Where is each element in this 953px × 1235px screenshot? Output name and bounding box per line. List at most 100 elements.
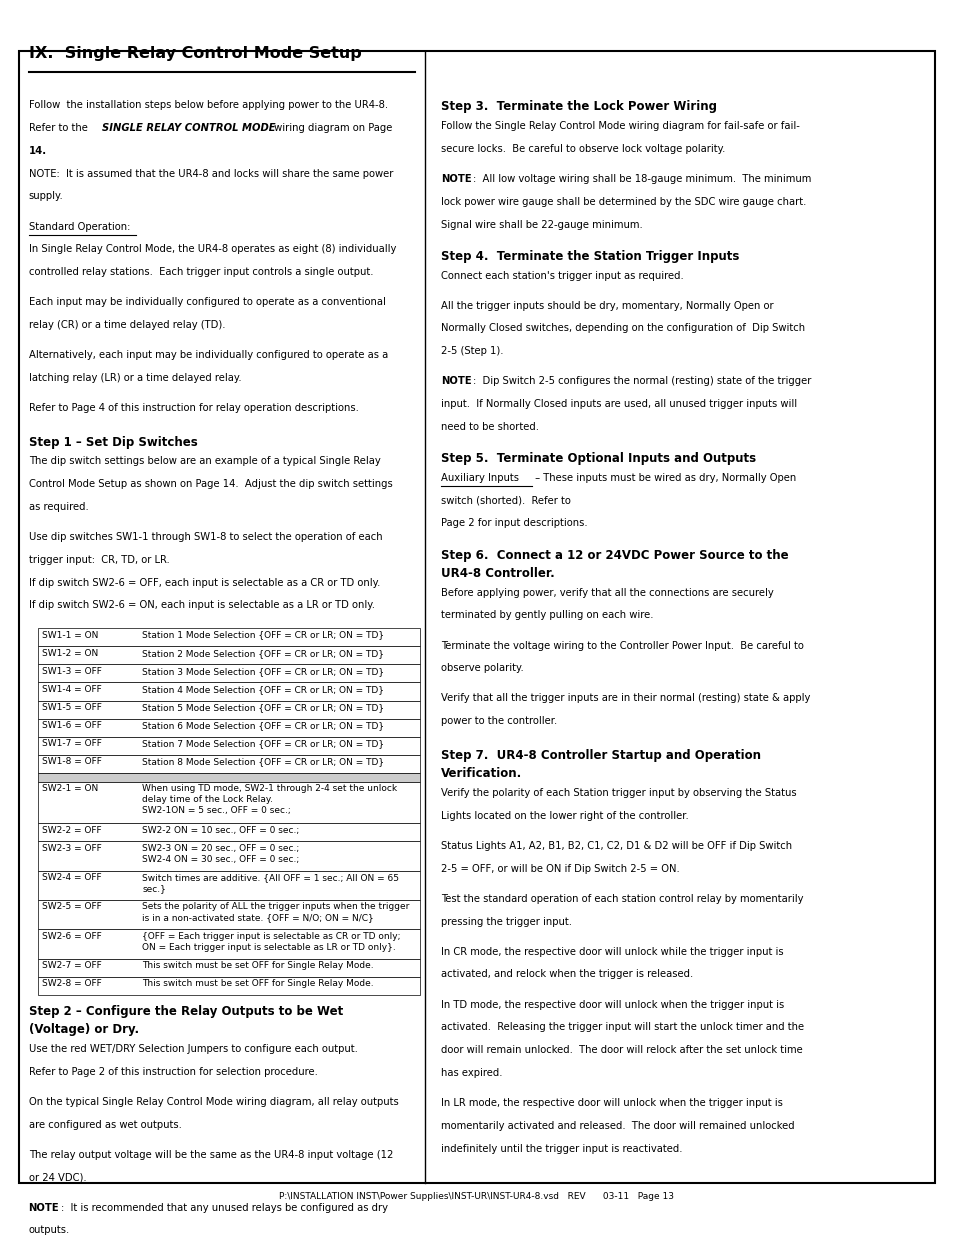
Text: has expired.: has expired.: [440, 1068, 501, 1078]
Text: Alternatively, each input may be individually configured to operate as a: Alternatively, each input may be individ…: [29, 351, 388, 361]
Text: Follow  the installation steps below before applying power to the UR4-8.: Follow the installation steps below befo…: [29, 100, 387, 110]
Text: Step 2 – Configure the Relay Outputs to be Wet: Step 2 – Configure the Relay Outputs to …: [29, 1005, 342, 1018]
Text: SW1-8 = OFF: SW1-8 = OFF: [42, 757, 102, 767]
Text: Station 6 Mode Selection {OFF = CR or LR; ON = TD}: Station 6 Mode Selection {OFF = CR or LR…: [142, 721, 384, 730]
Text: SW2-8 = OFF: SW2-8 = OFF: [42, 979, 102, 988]
Text: SW2-7 = OFF: SW2-7 = OFF: [42, 961, 102, 971]
Text: SINGLE RELAY CONTROL MODE: SINGLE RELAY CONTROL MODE: [102, 124, 275, 133]
Bar: [38, 700, 419, 719]
Text: door will remain unlocked.  The door will relock after the set unlock time: door will remain unlocked. The door will…: [440, 1045, 801, 1055]
Text: NOTE: NOTE: [440, 377, 471, 387]
Text: In TD mode, the respective door will unlock when the trigger input is: In TD mode, the respective door will unl…: [440, 999, 783, 1009]
Text: In CR mode, the respective door will unlock while the trigger input is: In CR mode, the respective door will unl…: [440, 947, 782, 957]
Text: momentarily activated and released.  The door will remained unlocked: momentarily activated and released. The …: [440, 1121, 794, 1131]
Text: Verify the polarity of each Station trigger input by observing the Status: Verify the polarity of each Station trig…: [440, 788, 796, 798]
Text: delay time of the Lock Relay.: delay time of the Lock Relay.: [142, 795, 273, 804]
Text: outputs.: outputs.: [29, 1225, 70, 1235]
Text: Before applying power, verify that all the connections are securely: Before applying power, verify that all t…: [440, 588, 773, 598]
Text: relay (CR) or a time delayed relay (TD).: relay (CR) or a time delayed relay (TD).: [29, 320, 225, 330]
Text: SW1-3 = OFF: SW1-3 = OFF: [42, 667, 102, 676]
Text: SW2-1 = ON: SW2-1 = ON: [42, 784, 98, 793]
Text: SW1-5 = OFF: SW1-5 = OFF: [42, 703, 102, 713]
Text: terminated by gently pulling on each wire.: terminated by gently pulling on each wir…: [440, 610, 653, 620]
Text: activated.  Releasing the trigger input will start the unlock timer and the: activated. Releasing the trigger input w…: [440, 1023, 803, 1032]
Text: Station 5 Mode Selection {OFF = CR or LR; ON = TD}: Station 5 Mode Selection {OFF = CR or LR…: [142, 703, 384, 713]
Text: SW2-3 = OFF: SW2-3 = OFF: [42, 844, 102, 852]
Text: NOTE: NOTE: [29, 1203, 59, 1213]
Text: Standard Operation:: Standard Operation:: [29, 221, 130, 232]
Text: is in a non-activated state. {OFF = N/O; ON = N/C}: is in a non-activated state. {OFF = N/O;…: [142, 913, 374, 923]
Bar: [38, 664, 419, 683]
Text: SW1-2 = ON: SW1-2 = ON: [42, 648, 98, 658]
Text: indefinitely until the trigger input is reactivated.: indefinitely until the trigger input is …: [440, 1144, 681, 1153]
Text: The relay output voltage will be the same as the UR4-8 input voltage (12: The relay output voltage will be the sam…: [29, 1150, 393, 1160]
Text: Signal wire shall be 22-gauge minimum.: Signal wire shall be 22-gauge minimum.: [440, 220, 641, 230]
Text: UR4-8 Controller.: UR4-8 Controller.: [440, 567, 554, 580]
Text: Step 6.  Connect a 12 or 24VDC Power Source to the: Step 6. Connect a 12 or 24VDC Power Sour…: [440, 548, 787, 562]
Text: :  All low voltage wiring shall be 18-gauge minimum.  The minimum: : All low voltage wiring shall be 18-gau…: [473, 174, 811, 184]
Text: controlled relay stations.  Each trigger input controls a single output.: controlled relay stations. Each trigger …: [29, 267, 373, 277]
Text: If dip switch SW2-6 = OFF, each input is selectable as a CR or TD only.: If dip switch SW2-6 = OFF, each input is…: [29, 578, 379, 588]
Text: activated, and relock when the trigger is released.: activated, and relock when the trigger i…: [440, 969, 692, 979]
Text: SW2-3 ON = 20 sec., OFF = 0 sec.;: SW2-3 ON = 20 sec., OFF = 0 sec.;: [142, 844, 299, 852]
Bar: [38, 782, 419, 824]
Text: lock power wire gauge shall be determined by the SDC wire gauge chart.: lock power wire gauge shall be determine…: [440, 196, 805, 206]
Bar: [38, 737, 419, 755]
Text: sec.}: sec.}: [142, 884, 166, 893]
Text: Step 1 – Set Dip Switches: Step 1 – Set Dip Switches: [29, 436, 197, 448]
Text: Refer to Page 2 of this instruction for selection procedure.: Refer to Page 2 of this instruction for …: [29, 1067, 317, 1077]
Text: pressing the trigger input.: pressing the trigger input.: [440, 916, 571, 926]
Text: supply.: supply.: [29, 191, 63, 201]
Bar: [38, 773, 419, 782]
Text: Follow the Single Relay Control Mode wiring diagram for fail-safe or fail-: Follow the Single Relay Control Mode wir…: [440, 121, 799, 131]
Text: Switch times are additive. {All OFF = 1 sec.; All ON = 65: Switch times are additive. {All OFF = 1 …: [142, 873, 398, 882]
Text: SW1-7 = OFF: SW1-7 = OFF: [42, 740, 102, 748]
Text: Step 7.  UR4-8 Controller Startup and Operation: Step 7. UR4-8 Controller Startup and Ope…: [440, 748, 760, 762]
Text: Use the red WET/DRY Selection Jumpers to configure each output.: Use the red WET/DRY Selection Jumpers to…: [29, 1044, 357, 1053]
Text: – These inputs must be wired as dry, Normally Open: – These inputs must be wired as dry, Nor…: [532, 473, 796, 483]
Bar: [38, 930, 419, 958]
Bar: [38, 958, 419, 977]
Text: SW2-4 ON = 30 sec., OFF = 0 sec.;: SW2-4 ON = 30 sec., OFF = 0 sec.;: [142, 855, 299, 863]
Text: 2-5 = OFF, or will be ON if Dip Switch 2-5 = ON.: 2-5 = OFF, or will be ON if Dip Switch 2…: [440, 863, 679, 873]
Text: Test the standard operation of each station control relay by momentarily: Test the standard operation of each stat…: [440, 894, 802, 904]
Text: On the typical Single Relay Control Mode wiring diagram, all relay outputs: On the typical Single Relay Control Mode…: [29, 1097, 398, 1107]
Bar: [38, 824, 419, 841]
Text: SW2-6 = OFF: SW2-6 = OFF: [42, 932, 102, 941]
Text: are configured as wet outputs.: are configured as wet outputs.: [29, 1120, 181, 1130]
Text: Station 7 Mode Selection {OFF = CR or LR; ON = TD}: Station 7 Mode Selection {OFF = CR or LR…: [142, 740, 384, 748]
Text: input.  If Normally Closed inputs are used, all unused trigger inputs will: input. If Normally Closed inputs are use…: [440, 399, 796, 409]
Text: latching relay (LR) or a time delayed relay.: latching relay (LR) or a time delayed re…: [29, 373, 241, 383]
Text: SW2-2 ON = 10 sec., OFF = 0 sec.;: SW2-2 ON = 10 sec., OFF = 0 sec.;: [142, 826, 299, 835]
Text: Station 1 Mode Selection {OFF = CR or LR; ON = TD}: Station 1 Mode Selection {OFF = CR or LR…: [142, 631, 384, 640]
Text: If dip switch SW2-6 = ON, each input is selectable as a LR or TD only.: If dip switch SW2-6 = ON, each input is …: [29, 600, 375, 610]
Text: In LR mode, the respective door will unlock when the trigger input is: In LR mode, the respective door will unl…: [440, 1098, 781, 1108]
Text: Control Mode Setup as shown on Page 14.  Adjust the dip switch settings: Control Mode Setup as shown on Page 14. …: [29, 479, 392, 489]
Bar: [38, 841, 419, 871]
Text: switch (shorted).  Refer to: switch (shorted). Refer to: [440, 495, 570, 505]
Bar: [38, 719, 419, 737]
Text: :  Dip Switch 2-5 configures the normal (resting) state of the trigger: : Dip Switch 2-5 configures the normal (…: [473, 377, 811, 387]
Text: Step 4.  Terminate the Station Trigger Inputs: Step 4. Terminate the Station Trigger In…: [440, 249, 739, 263]
Bar: [38, 629, 419, 646]
Text: NOTE: NOTE: [440, 174, 471, 184]
Text: P:\INSTALLATION INST\Power Supplies\INST-UR\INST-UR4-8.vsd   REV      03-11   Pa: P:\INSTALLATION INST\Power Supplies\INST…: [279, 1192, 674, 1200]
Bar: [38, 977, 419, 995]
Text: {OFF = Each trigger input is selectable as CR or TD only;: {OFF = Each trigger input is selectable …: [142, 932, 400, 941]
Text: (Voltage) or Dry.: (Voltage) or Dry.: [29, 1023, 138, 1036]
Text: 2-5 (Step 1).: 2-5 (Step 1).: [440, 346, 503, 356]
Text: Step 5.  Terminate Optional Inputs and Outputs: Step 5. Terminate Optional Inputs and Ou…: [440, 452, 755, 466]
Text: This switch must be set OFF for Single Relay Mode.: This switch must be set OFF for Single R…: [142, 961, 374, 971]
Text: This switch must be set OFF for Single Relay Mode.: This switch must be set OFF for Single R…: [142, 979, 374, 988]
Text: In Single Relay Control Mode, the UR4-8 operates as eight (8) individually: In Single Relay Control Mode, the UR4-8 …: [29, 245, 395, 254]
Text: SW2-1ON = 5 sec., OFF = 0 sec.;: SW2-1ON = 5 sec., OFF = 0 sec.;: [142, 805, 291, 815]
Text: Station 8 Mode Selection {OFF = CR or LR; ON = TD}: Station 8 Mode Selection {OFF = CR or LR…: [142, 757, 384, 767]
Text: SW2-4 = OFF: SW2-4 = OFF: [42, 873, 102, 882]
Bar: [38, 755, 419, 773]
Text: SW2-5 = OFF: SW2-5 = OFF: [42, 903, 102, 911]
Text: Verify that all the trigger inputs are in their normal (resting) state & apply: Verify that all the trigger inputs are i…: [440, 694, 809, 704]
Text: Page 2 for input descriptions.: Page 2 for input descriptions.: [440, 519, 587, 529]
Text: Station 4 Mode Selection {OFF = CR or LR; ON = TD}: Station 4 Mode Selection {OFF = CR or LR…: [142, 685, 384, 694]
Text: All the trigger inputs should be dry, momentary, Normally Open or: All the trigger inputs should be dry, mo…: [440, 300, 773, 311]
Text: Connect each station's trigger input as required.: Connect each station's trigger input as …: [440, 270, 682, 280]
